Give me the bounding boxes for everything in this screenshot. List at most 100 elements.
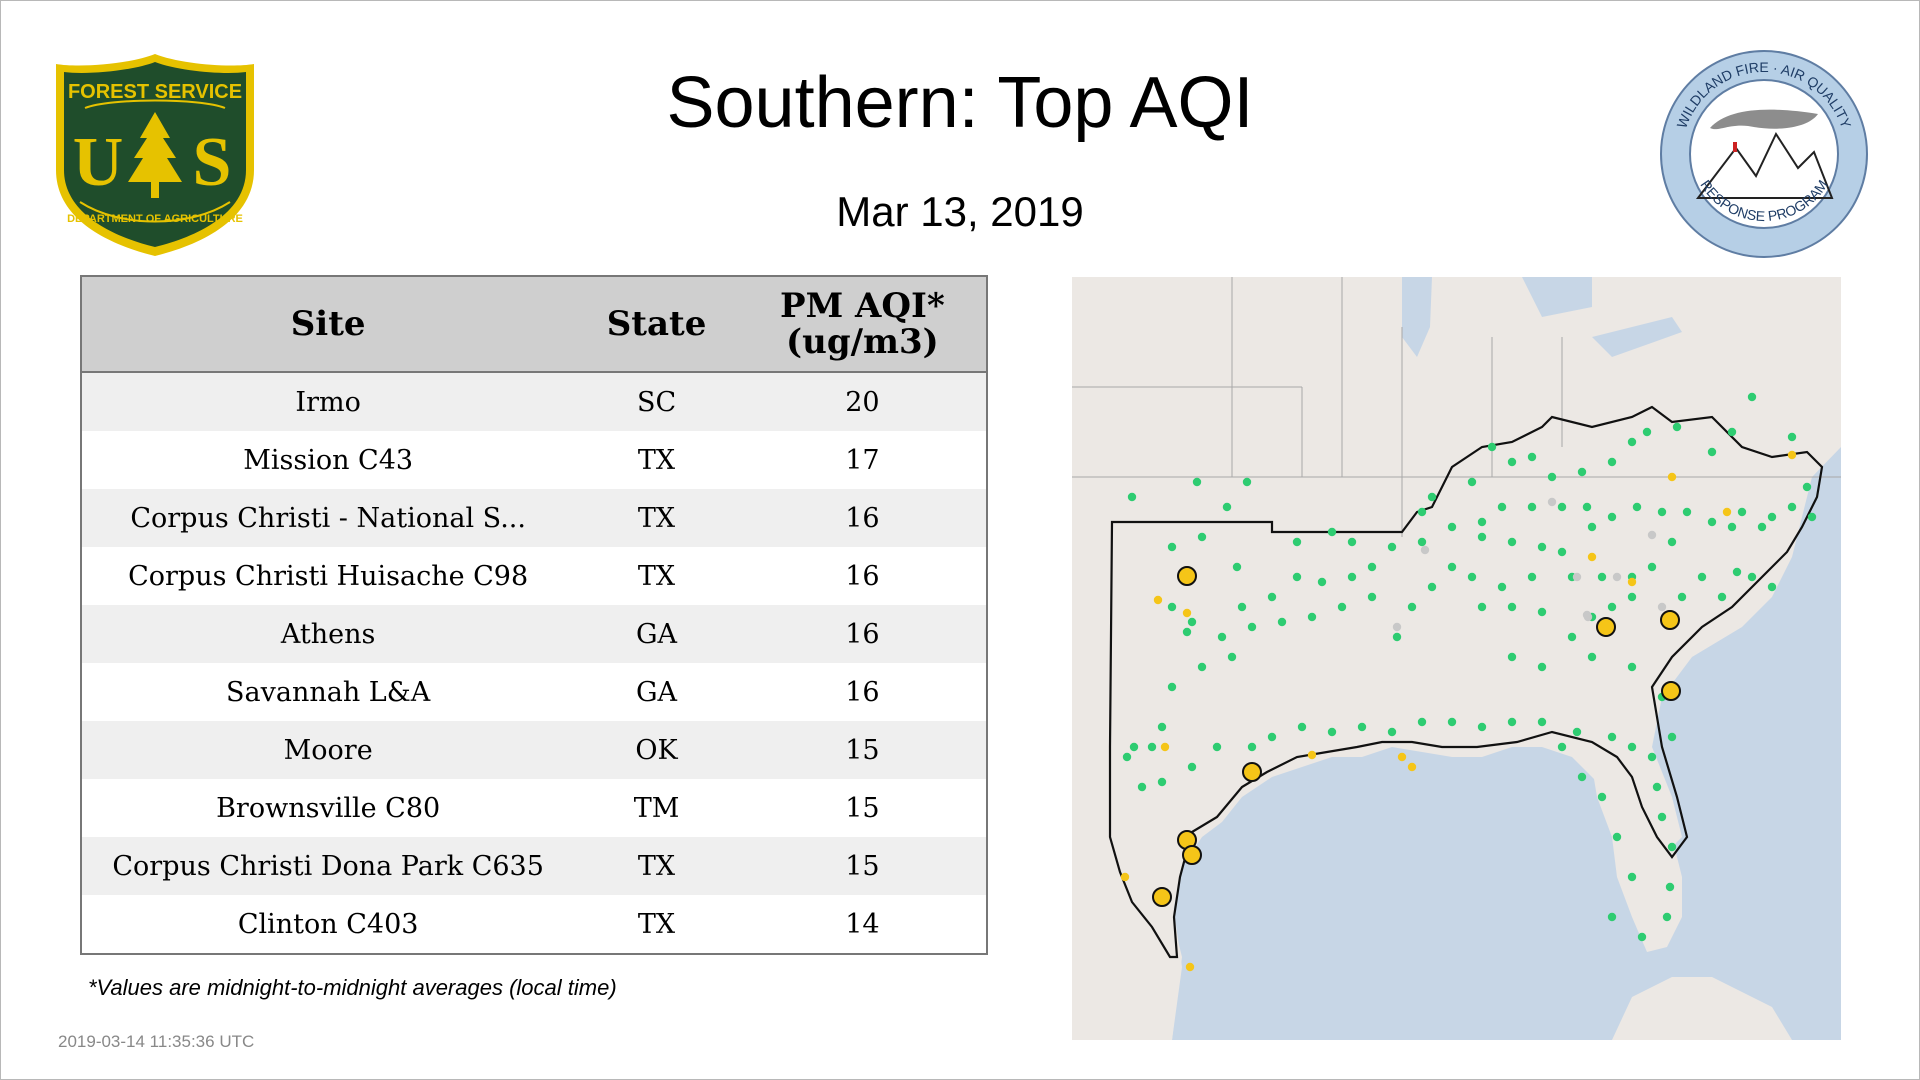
map-point-good (1182, 627, 1192, 637)
pm-aqi-header-line1: PM AQI* (780, 286, 945, 326)
map-point-good (1717, 592, 1727, 602)
map-point-good (1129, 742, 1139, 752)
map-point-good (1367, 592, 1377, 602)
state-cell: GA (574, 605, 739, 663)
map-point-good (1537, 662, 1547, 672)
svg-text:S: S (193, 124, 232, 201)
map-point-good (1387, 542, 1397, 552)
map-point-good (1787, 502, 1797, 512)
site-cell: Brownsville C80 (81, 779, 575, 837)
aqi-cell: 14 (738, 895, 987, 954)
map-point-good (1237, 602, 1247, 612)
map-point-good (1607, 912, 1617, 922)
map-point-good (1227, 652, 1237, 662)
map-point-good (1192, 477, 1202, 487)
map-point-good (1167, 542, 1177, 552)
map-point-good (1147, 742, 1157, 752)
state-cell: TM (574, 779, 739, 837)
report-date: Mar 13, 2019 (836, 188, 1084, 235)
column-header-site: Site (81, 276, 575, 373)
table-row: Brownsville C80 TM 15 (81, 779, 987, 837)
map-point-good (1665, 882, 1675, 892)
state-cell: SC (574, 372, 739, 431)
map-point-moderate (1787, 450, 1797, 460)
map-point-good (1637, 932, 1647, 942)
map-point-good (1222, 502, 1232, 512)
map-point-good (1537, 542, 1547, 552)
map-point-good (1417, 537, 1427, 547)
map-land (1072, 277, 1841, 1040)
map-point-good (1477, 532, 1487, 542)
map-point-top-site (1661, 681, 1681, 701)
map-point-good (1747, 572, 1757, 582)
map-point-good (1427, 492, 1437, 502)
map-point-good (1807, 512, 1817, 522)
table-header-row: Site State PM AQI* (ug/m3) (81, 276, 987, 373)
map-point-good (1652, 782, 1662, 792)
map-point-good (1357, 722, 1367, 732)
map-point-nodata (1647, 530, 1657, 540)
map-point-good (1447, 522, 1457, 532)
map-point-good (1557, 502, 1567, 512)
map-point-good (1597, 792, 1607, 802)
map-point-good (1347, 572, 1357, 582)
map-point-good (1507, 652, 1517, 662)
state-cell: TX (574, 547, 739, 605)
map-point-good (1627, 592, 1637, 602)
aqi-cell: 15 (738, 779, 987, 837)
map-mexico (1072, 777, 1182, 1040)
map-point-good (1607, 732, 1617, 742)
map-point-good (1587, 522, 1597, 532)
map-point-good (1467, 572, 1477, 582)
map-point-nodata (1612, 572, 1622, 582)
map-point-good (1507, 457, 1517, 467)
map-point-good (1167, 682, 1177, 692)
column-header-state: State (574, 276, 739, 373)
map-point-good (1557, 742, 1567, 752)
map-point-good (1707, 517, 1717, 527)
map-point-good (1647, 752, 1657, 762)
table-row: Corpus Christi Huisache C98 TX 16 (81, 547, 987, 605)
map-cuba (1612, 977, 1792, 1040)
map-point-good (1527, 452, 1537, 462)
map-point-good (1497, 582, 1507, 592)
map-point-good (1627, 872, 1637, 882)
map-point-top-site (1177, 566, 1197, 586)
map-point-good (1137, 782, 1147, 792)
map-point-good (1277, 617, 1287, 627)
map-point-top-site (1596, 617, 1616, 637)
map-point-good (1767, 582, 1777, 592)
map-point-moderate (1587, 552, 1597, 562)
map-point-moderate (1182, 608, 1192, 618)
map-point-nodata (1392, 622, 1402, 632)
svg-text:U: U (73, 124, 124, 201)
map-point-good (1387, 727, 1397, 737)
map-point-good (1667, 842, 1677, 852)
map-point-good (1767, 512, 1777, 522)
map-point-good (1187, 617, 1197, 627)
map-point-good (1307, 612, 1317, 622)
map-point-good (1577, 467, 1587, 477)
state-cell: TX (574, 895, 739, 954)
map-point-good (1677, 592, 1687, 602)
map-point-good (1417, 507, 1427, 517)
map-point-nodata (1420, 545, 1430, 555)
table-row: Mission C43 TX 17 (81, 431, 987, 489)
map-point-nodata (1657, 602, 1667, 612)
map-point-moderate (1307, 750, 1317, 760)
map-point-good (1627, 437, 1637, 447)
map-point-good (1447, 562, 1457, 572)
map-point-nodata (1572, 572, 1582, 582)
state-cell: TX (574, 431, 739, 489)
map-point-good (1627, 662, 1637, 672)
site-cell: Corpus Christi Huisache C98 (81, 547, 575, 605)
aqi-cell: 16 (738, 663, 987, 721)
map-point-good (1737, 507, 1747, 517)
map-point-top-site (1242, 762, 1262, 782)
map-point-good (1587, 652, 1597, 662)
map-point-good (1657, 812, 1667, 822)
map-point-good (1477, 602, 1487, 612)
map-point-moderate (1153, 595, 1163, 605)
map-point-good (1572, 727, 1582, 737)
svg-text:FOREST SERVICE: FOREST SERVICE (68, 81, 242, 103)
